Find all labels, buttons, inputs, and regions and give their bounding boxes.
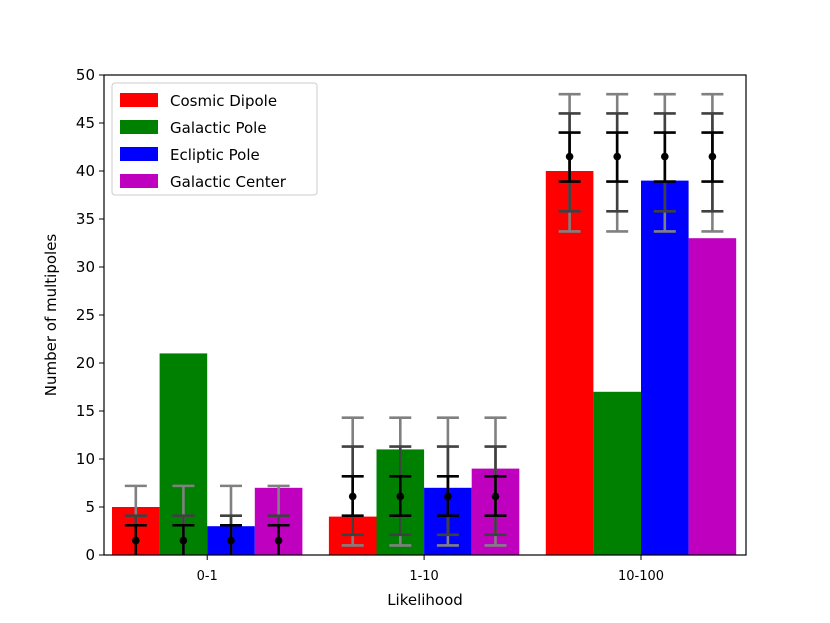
y-tick-label: 30: [76, 258, 95, 276]
legend-label: Cosmic Dipole: [170, 92, 277, 110]
expected-point-10-100: [661, 152, 669, 161]
error-bars-layer: [124, 92, 724, 555]
legend-swatch: [120, 174, 158, 188]
legend-swatch: [120, 147, 158, 161]
expected-point-0-1: [179, 536, 188, 545]
expected-point-1-10: [491, 492, 500, 501]
x-tick-label: 1-10: [409, 569, 439, 584]
y-tick-label: 0: [85, 546, 95, 564]
expected-point-10-100: [613, 152, 621, 161]
y-tick-label: 50: [76, 66, 95, 84]
legend-label: Ecliptic Pole: [170, 146, 260, 164]
expected-point-1-10: [348, 492, 357, 501]
expected-point-0-1: [227, 536, 235, 545]
legend-label: Galactic Center: [170, 173, 287, 191]
bar-ecliptic-pole-10-100: [641, 180, 689, 555]
expected-point-0-1: [132, 536, 140, 545]
y-tick-label: 10: [76, 450, 95, 468]
x-tick-label: 0-1: [197, 569, 218, 584]
y-tick-label: 35: [76, 210, 95, 228]
x-axis-label: Likelihood: [387, 591, 463, 609]
y-axis-label: Number of multipoles: [42, 234, 60, 397]
legend-box: [111, 82, 318, 196]
bar-galactic-center-10-100: [688, 238, 737, 555]
expected-point-10-100: [708, 152, 717, 161]
bar-galactic-pole-10-100: [593, 391, 641, 555]
y-tick-label: 25: [76, 306, 95, 324]
y-axis: 0 5 10 15 20 25 30 35 40 45 50: [76, 66, 104, 564]
legend-swatch: [120, 120, 158, 134]
y-tick-label: 15: [76, 402, 95, 420]
legend-swatch: [120, 93, 158, 107]
expected-point-10-100: [565, 152, 574, 161]
y-tick-label: 5: [85, 498, 95, 516]
expected-point-0-1: [274, 536, 283, 545]
x-axis: 0-1 1-10 10-100: [197, 555, 664, 584]
y-tick-label: 40: [76, 162, 95, 180]
bars-layer: [112, 171, 737, 555]
y-tick-label: 45: [76, 114, 95, 132]
x-tick-label: 10-100: [618, 569, 664, 584]
bar-cosmic-dipole-10-100: [545, 171, 594, 555]
expected-point-1-10: [396, 492, 405, 501]
expected-point-1-10: [444, 492, 452, 501]
legend-label: Galactic Pole: [170, 119, 267, 137]
y-tick-label: 20: [76, 354, 95, 372]
legend: Cosmic Dipole Galactic Pole Ecliptic Pole G…: [111, 82, 318, 196]
